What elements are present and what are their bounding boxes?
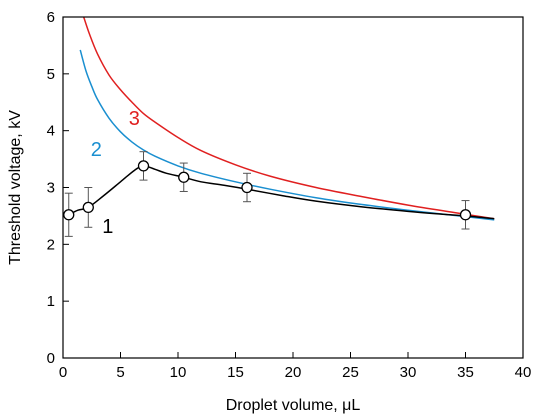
y-tick-label: 6: [47, 9, 55, 26]
x-tick-label: 0: [59, 364, 67, 381]
series-1-marker: [178, 171, 190, 183]
series-2-line: [79, 49, 495, 221]
y-tick-label: 2: [47, 236, 55, 253]
y-tick-label: 1: [47, 293, 55, 310]
series-1-point: [459, 200, 472, 230]
series-1-point: [82, 187, 94, 228]
y-tick-label: 0: [47, 350, 55, 367]
y-tick-label: 3: [47, 180, 55, 197]
series-2-label: 2: [91, 139, 102, 161]
series-3-line: [82, 16, 495, 220]
y-tick-label: 4: [47, 123, 55, 140]
series-1-point: [178, 162, 190, 192]
x-tick-label: 20: [285, 364, 302, 381]
series-1-point: [137, 151, 150, 181]
plot-frame: [62, 16, 524, 359]
series-1-marker: [137, 160, 150, 172]
x-tick-label: 35: [457, 364, 474, 381]
series-1-point: [63, 192, 75, 237]
x-tick-label: 40: [515, 364, 532, 381]
series-1-marker: [459, 209, 472, 221]
x-tick-label: 10: [170, 364, 187, 381]
series-3-label: 3: [129, 108, 140, 130]
series-1-point: [241, 172, 253, 203]
y-axis-title: Threshold voltage, kV: [7, 110, 24, 265]
series-1-marker: [241, 181, 253, 194]
series-1-line: [68, 165, 495, 220]
x-tick-label: 30: [400, 364, 417, 381]
x-axis-title: Droplet volume, μL: [226, 397, 361, 414]
x-tick-label: 15: [227, 364, 244, 381]
x-tick-label: 5: [116, 364, 124, 381]
series-1-marker: [63, 209, 75, 221]
series-1-marker: [82, 201, 94, 214]
series-1-label: 1: [102, 216, 113, 238]
x-tick-label: 25: [342, 364, 359, 381]
y-tick-label: 5: [47, 66, 55, 83]
